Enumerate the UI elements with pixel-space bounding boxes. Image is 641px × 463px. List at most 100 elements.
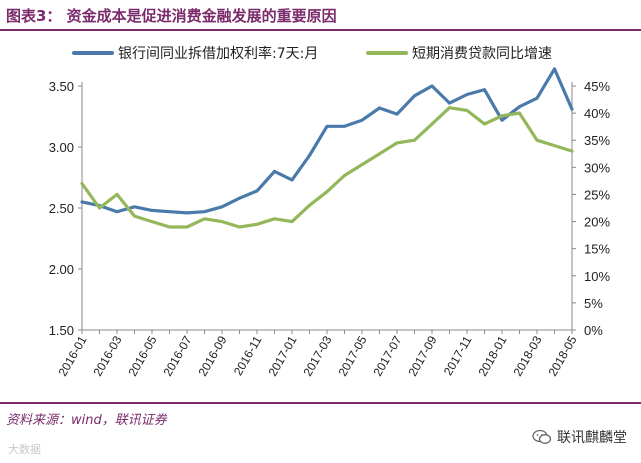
data-point [150,209,154,212]
data-point [553,144,556,148]
right-axis-tick-label: 5% [584,296,603,311]
left-axis-tick-label: 2.50 [49,201,74,216]
chart-header: 图表3： 资金成本是促进消费金融发展的重要原因 [0,0,641,31]
data-point [343,174,346,177]
data-point [220,220,224,223]
watermark-text: 大数据 [8,443,41,456]
data-point [325,190,329,194]
data-point [290,220,294,223]
data-point [535,96,539,100]
right-axis-tick-label: 25% [584,187,610,202]
data-point [220,205,224,209]
x-axis-tick-label: 2017-07 [370,333,404,378]
data-point [115,193,119,196]
data-point [185,211,189,215]
legend-label: 银行间同业拆借加权利率:7天:月 [118,45,318,62]
data-point [553,67,556,71]
x-axis-tick-label: 2017-03 [300,333,334,378]
footer-rule [0,402,641,404]
left-axis-tick-label: 3.00 [49,140,74,155]
right-axis-tick-label: 45% [584,79,610,94]
x-axis-tick-label: 2016-03 [90,333,124,378]
data-point [430,122,434,126]
data-point [535,138,539,142]
data-point [360,118,364,122]
wechat-icon [532,429,552,444]
data-point [203,217,206,221]
right-axis-tick-label: 15% [584,242,610,257]
x-axis-tick-label: 2016-11 [231,333,265,378]
data-point [98,206,101,210]
data-point [378,152,381,156]
data-point [273,217,276,221]
data-point [308,203,311,207]
data-point [395,141,399,145]
data-point [500,118,504,122]
data-point [570,107,574,111]
data-point [185,225,189,229]
x-axis-tick-label: 2016-01 [55,333,89,378]
data-point [115,210,119,214]
right-axis-tick-label: 30% [584,160,610,175]
data-point [168,210,171,214]
left-axis-tick-label: 3.50 [49,79,74,94]
right-axis-tick-label: 0% [584,323,603,338]
data-point [308,154,311,157]
data-point [448,101,451,105]
data-point [255,189,259,193]
data-point [238,196,241,200]
data-point [168,225,171,229]
data-point [203,210,206,214]
data-point [500,114,504,118]
x-axis-tick-label: 2018-03 [510,333,544,378]
left-axis-tick-label: 2.00 [49,262,74,277]
x-axis-tick-label: 2017-09 [405,333,439,378]
right-axis-tick-label: 20% [584,215,610,230]
data-point [483,122,486,126]
data-point [273,170,276,173]
data-point [518,105,521,109]
x-axis-tick-label: 2016-07 [160,333,194,378]
data-point [413,138,416,142]
data-point [238,225,241,229]
line-chart: 银行间同业拆借加权利率:7天:月 短期消费贷款同比增速 1.50 2.00 2.50 3… [49,45,611,379]
data-point [518,111,521,115]
data-point [255,222,259,226]
brand-name: 联讯麒麟堂 [557,430,627,446]
x-axis-tick-label: 2017-01 [265,333,299,378]
right-axis-tick-label: 40% [584,106,610,121]
header-rule [0,29,641,31]
source-note: 资料来源：wind，联讯证券 [6,413,167,428]
data-point [413,94,416,98]
data-point [290,178,294,182]
brand: 联讯麒麟堂 [532,427,627,447]
data-point [570,149,574,153]
data-point [133,214,136,218]
data-point [395,112,399,116]
data-point [80,182,84,186]
x-axis-tick-label: 2016-09 [195,333,229,378]
legend-label: 短期消费贷款同比增速 [412,46,552,62]
data-point [465,93,469,96]
data-point [325,124,329,128]
right-axis-tick-label: 35% [584,133,610,148]
data-point [80,200,84,204]
x-axis-tick-label: 2018-01 [475,333,509,378]
x-axis-tick-label: 2017-11 [441,333,475,378]
data-point [465,109,469,112]
data-point [448,106,451,110]
data-point [133,205,136,209]
data-point [430,84,434,88]
chart-title: 图表3： 资金成本是促进消费金融发展的重要原因 [6,7,337,25]
x-axis-tick-label: 2017-05 [335,333,369,378]
series-layer [80,67,574,229]
legend: 银行间同业拆借加权利率:7天:月 短期消费贷款同比增速 [72,45,552,62]
x-axis-tick-label: 2016-05 [125,333,159,378]
data-point [360,163,364,167]
x-axis-tick-label: 2018-05 [545,333,579,378]
data-point [343,124,346,128]
data-point [150,220,154,223]
right-axis-tick-label: 10% [584,269,610,284]
data-point [378,106,381,110]
data-point [483,88,486,92]
